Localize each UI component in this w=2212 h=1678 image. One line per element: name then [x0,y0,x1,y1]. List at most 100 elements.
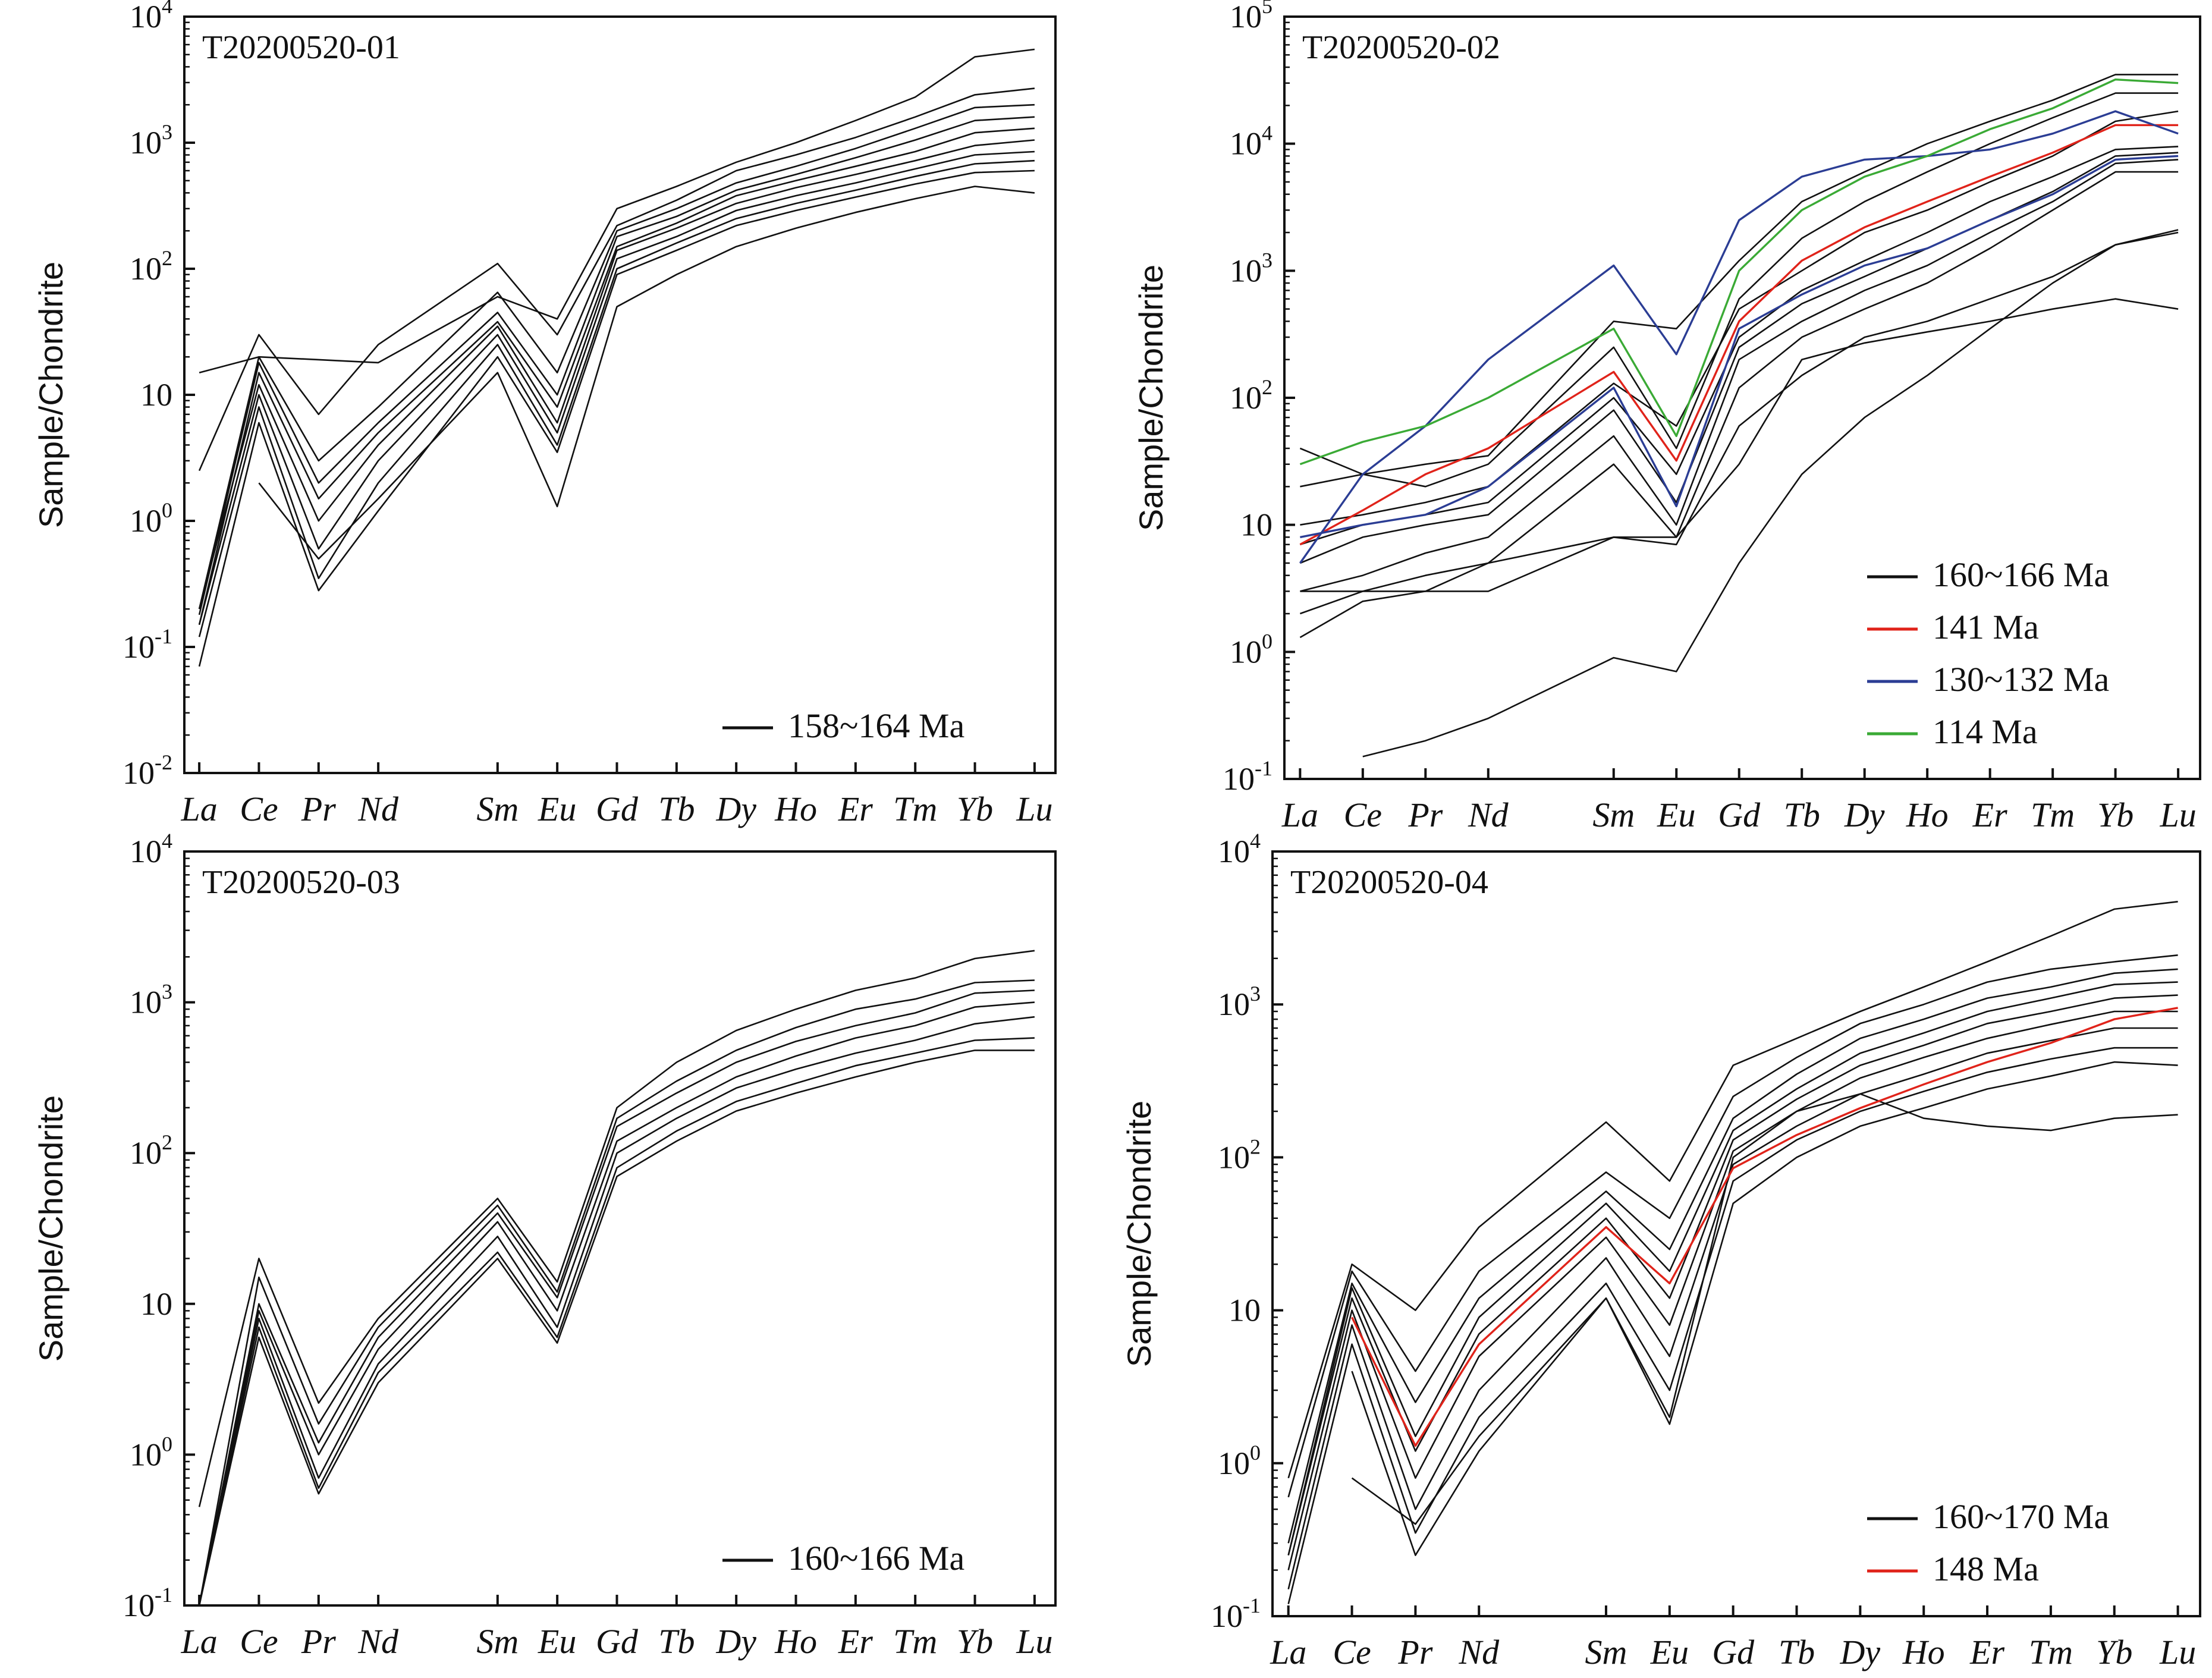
y-axis-label: Sample/Chondrite [32,262,70,528]
x-tick-label: Gd [596,790,639,828]
y-tick-label: 103 [1230,248,1272,288]
panel-title: T20200520-01 [202,29,400,66]
series-line [198,87,1035,472]
series-line [198,1001,1035,1606]
legend-label: 160~166 Ma [788,1539,964,1578]
legend-label: 114 Ma [1933,712,2038,751]
x-tick-label: Dy [715,790,756,828]
x-tick-label: Pr [301,790,336,828]
x-tick-label: Yb [2096,1633,2132,1671]
x-tick-label: Ce [240,790,278,828]
x-tick-label: Ce [240,1622,278,1661]
series-line [1299,229,2179,639]
x-tick-label: La [1281,796,1318,834]
series-line [1287,954,2178,1498]
y-tick-label: 100 [1218,1441,1261,1481]
series-line [198,127,1035,625]
legend-label: 160~170 Ma [1933,1497,2109,1536]
x-tick-label: Ce [1333,1633,1371,1671]
x-tick-label: Sm [476,790,519,828]
x-tick-label: Ho [774,790,817,828]
x-tick-label: Nd [1468,796,1509,834]
series-line [199,48,1035,373]
y-axis-label: Sample/Chondrite [32,1095,70,1362]
x-tick-label: Dy [715,1622,756,1661]
series-line [1287,968,2178,1544]
y-tick-label: 102 [130,246,172,287]
x-tick-label: Pr [301,1622,336,1661]
series-line [1299,110,2179,564]
series-line [198,979,1035,1606]
y-tick-label: 10 [1228,1293,1261,1328]
legend-label: 148 Ma [1933,1550,2039,1588]
panel-title: T20200520-04 [1290,864,1488,901]
x-tick-label: Er [838,790,873,828]
series-line [1300,155,2179,539]
y-tick-label: 10-1 [1211,1594,1261,1634]
y-tick-label: 105 [1230,0,1272,34]
x-tick-label: Nd [357,790,399,828]
y-tick-label: 103 [130,120,172,161]
x-tick-label: Nd [1458,1633,1500,1671]
y-tick-label: 104 [130,0,172,34]
series-line [1287,1027,2178,1590]
x-tick-label: Pr [1407,796,1443,834]
x-tick-label: Er [838,1622,873,1661]
x-tick-label: Lu [1016,1622,1052,1661]
x-tick-label: Eu [1657,796,1695,834]
series-line [1351,1093,2178,1525]
x-tick-label: Yb [2097,796,2134,834]
series-line [1299,92,2179,488]
x-tick-label: Ho [774,1622,817,1661]
x-tick-label: Dy [1844,796,1885,834]
series-line [1287,1010,2178,1570]
y-tick-label: 10 [140,1286,172,1322]
ree-panel-2: 10-1 100 10 102 103 104 105 La Ce Pr Nd Sm Eu Gd Tb Dy H… [1132,0,2201,834]
y-tick-label: 102 [1218,1135,1261,1175]
legend-label: 158~164 Ma [788,706,964,745]
x-tick-label: Gd [1712,1633,1755,1671]
series-line [198,950,1035,1507]
series-line [1287,981,2178,1556]
legend-label: 130~132 Ma [1933,660,2109,699]
x-tick-label: Nd [357,1622,399,1661]
series-line [198,1016,1035,1606]
x-tick-label: Sm [476,1622,519,1661]
x-tick-label: Tm [893,1622,937,1661]
plot-frame [1271,850,2201,1617]
y-tick-label: 10 [140,377,172,413]
x-tick-label: Ho [1902,1633,1945,1671]
ree-panel-4: 10-1 100 10 102 103 104 La Ce Pr Nd Sm Eu Gd Tb Dy Ho Er… [1120,829,2201,1671]
series-line [1287,901,2178,1479]
series-line [258,186,1035,560]
series-line [1299,171,2179,615]
x-tick-label: Gd [1718,796,1761,834]
series-line [1351,1007,2178,1447]
x-tick-label: La [180,1622,217,1661]
x-tick-label: Tm [893,790,937,828]
y-tick-label: 104 [1218,829,1261,869]
x-tick-label: Dy [1840,1633,1881,1671]
series-line [1300,74,2179,488]
series-line [198,989,1035,1606]
y-tick-label: 103 [130,980,172,1020]
legend-label: 141 Ma [1933,608,2039,646]
plot-frame [183,850,1057,1607]
series-line [1287,1047,2178,1604]
x-tick-label: Tb [1784,796,1820,834]
series-line [198,139,1035,609]
x-tick-label: Tb [658,790,695,828]
x-tick-label: Lu [2159,1633,2196,1671]
x-tick-label: Tb [658,1622,695,1661]
y-tick-label: 103 [1218,982,1261,1022]
series-line [198,150,1035,626]
ree-panel-3: 10-1 100 10 102 103 104 La Ce Pr Nd Sm Eu Gd Tb Dy Ho Er… [32,829,1057,1661]
x-tick-label: Pr [1397,1633,1432,1671]
x-tick-label: Sm [1585,1633,1627,1671]
series-line [198,103,1035,609]
series-line [1299,152,2179,564]
series-line [198,116,1035,615]
y-axis-label: Sample/Chondrite [1120,1101,1158,1367]
x-tick-label: La [180,790,217,828]
y-tick-label: 10-1 [122,1583,172,1623]
